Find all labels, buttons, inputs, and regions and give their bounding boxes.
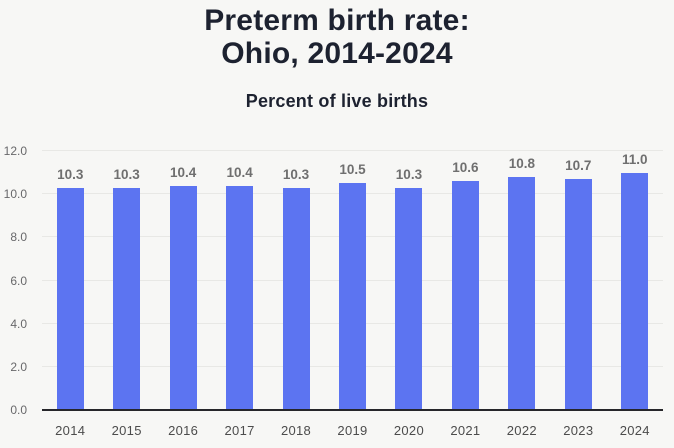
bar-slot: 10.3 <box>381 151 437 410</box>
bar-value-label: 11.0 <box>621 151 648 167</box>
bar-2023: 10.7 <box>564 158 592 410</box>
x-tick-label: 2022 <box>506 423 537 438</box>
chart-title-line2: Ohio, 2014-2024 <box>221 37 453 70</box>
x-tick-label: 2014 <box>55 423 86 438</box>
x-axis-baseline <box>42 409 663 411</box>
bar-slot: 10.7 <box>550 151 606 410</box>
chart-title: Preterm birth rate: Ohio, 2014-2024 <box>0 4 674 70</box>
bar-value-label: 10.4 <box>226 164 253 180</box>
chart-header: Preterm birth rate: Ohio, 2014-2024 Perc… <box>0 0 674 112</box>
x-tick-label: 2024 <box>619 423 650 438</box>
x-tick-label: 2015 <box>111 423 142 438</box>
x-axis-labels: 2014 2015 2016 2017 2018 2019 2020 2021 2022 2023… <box>42 423 663 438</box>
bar-slot: 10.4 <box>155 151 211 410</box>
y-tick-label: 6.0 <box>10 273 27 288</box>
bar-2015: 10.3 <box>113 167 141 410</box>
chart-subtitle: Percent of live births <box>245 91 429 111</box>
y-tick-label: 10.0 <box>3 187 27 202</box>
bar-slot: 10.3 <box>268 151 324 410</box>
x-tick-label: 2016 <box>168 423 199 438</box>
y-tick-label: 2.0 <box>10 359 27 374</box>
bar-value-label: 10.7 <box>565 158 592 174</box>
bar-2019: 10.5 <box>338 162 366 410</box>
bar-value-label: 10.4 <box>169 164 197 180</box>
bar-slot: 10.6 <box>437 151 493 410</box>
gridline <box>42 150 663 151</box>
bar-value-label: 10.3 <box>57 166 84 182</box>
bar-slot: 10.4 <box>211 151 267 410</box>
bar-slot: 10.3 <box>98 151 154 410</box>
bar-2014: 10.3 <box>56 167 84 410</box>
bar-value-label: 10.3 <box>113 166 140 182</box>
bar-2020: 10.3 <box>395 167 423 410</box>
y-tick-label: 0.0 <box>10 403 27 417</box>
bar-2018: 10.3 <box>282 167 310 410</box>
bar-value-label: 10.3 <box>395 166 423 182</box>
bar-value-label: 10.8 <box>508 155 535 171</box>
bar-slot: 11.0 <box>607 151 663 410</box>
bar-value-label: 10.6 <box>452 160 479 176</box>
y-tick-label: 8.0 <box>10 230 27 245</box>
plot-area: 0.0 2.0 4.0 6.0 8.0 10.0 12.0 10.3 10.3 10.4 10.4… <box>4 144 663 438</box>
bar-value-label: 10.3 <box>282 166 310 182</box>
x-tick-label: 2023 <box>563 423 594 438</box>
bar-slot: 10.8 <box>494 151 550 410</box>
x-tick-label: 2017 <box>224 423 255 438</box>
bar-2024: 11.0 <box>621 152 649 410</box>
x-tick-label: 2019 <box>337 423 368 438</box>
bar-2022: 10.8 <box>508 156 536 410</box>
chart-title-line1: Preterm birth rate: <box>204 4 470 37</box>
x-tick-label: 2021 <box>450 423 481 438</box>
y-tick-label: 12.0 <box>3 144 27 158</box>
bar-2021: 10.6 <box>451 160 479 410</box>
bar-2016: 10.4 <box>169 165 197 410</box>
bar-slot: 10.3 <box>42 151 98 410</box>
x-tick-label: 2018 <box>280 423 312 438</box>
bars-layer: 10.3 10.3 10.4 10.4 10.3 10.5 10.3 10.6 10.8 10.7… <box>42 151 663 410</box>
bar-slot: 10.5 <box>324 151 380 410</box>
y-tick-label: 4.0 <box>10 316 27 331</box>
x-tick-label: 2020 <box>393 423 424 438</box>
bar-2017: 10.4 <box>226 165 254 410</box>
bar-value-label: 10.5 <box>339 162 366 178</box>
